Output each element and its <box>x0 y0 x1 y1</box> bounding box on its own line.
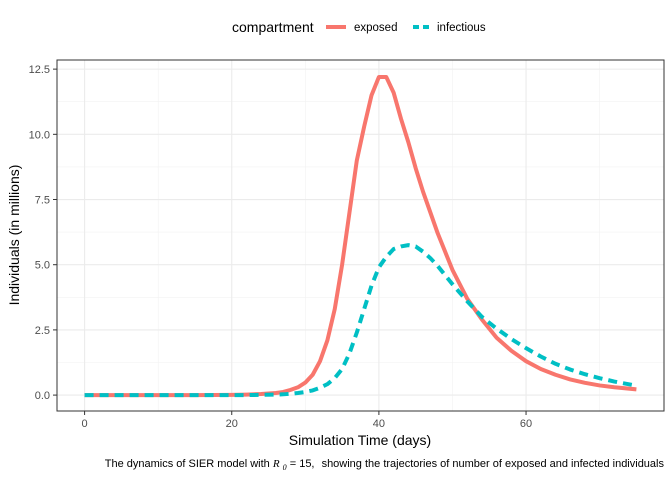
x-tick-label: 0 <box>82 418 88 430</box>
y-tick-label: 2.5 <box>35 325 50 337</box>
y-axis-title: Individuals (in millions) <box>6 165 22 306</box>
x-axis: 0 20 40 60 <box>82 411 532 430</box>
y-tick-label: 10.0 <box>29 129 50 141</box>
panel-border <box>56 59 665 412</box>
legend-label-exposed: exposed <box>354 22 397 34</box>
series-layer <box>84 74 637 398</box>
legend-label-infectious: infectious <box>437 22 486 34</box>
x-tick-label: 20 <box>226 418 238 430</box>
series-line-exposed <box>84 74 637 398</box>
series-line-infectious <box>84 243 637 398</box>
caption-prefix: The dynamics of SIER model with <box>105 458 273 470</box>
caption-r-symbol: R <box>272 458 280 470</box>
y-tick-label: 0.0 <box>35 390 50 402</box>
y-tick-label: 12.5 <box>29 64 50 76</box>
grid-minor <box>57 60 664 411</box>
y-axis: 0.0 2.5 5.0 7.5 10.0 12.5 <box>29 64 57 402</box>
x-tick-label: 40 <box>373 418 385 430</box>
caption: The dynamics of SIER model with R 0 = 15… <box>105 458 665 473</box>
x-tick-label: 60 <box>520 418 532 430</box>
caption-r-value: = 15, <box>290 458 315 470</box>
caption-suffix: showing the trajectories of number of ex… <box>322 458 665 470</box>
y-tick-label: 5.0 <box>35 260 50 272</box>
y-tick-label: 7.5 <box>35 195 50 207</box>
legend: compartment exposed infectious <box>232 19 486 35</box>
x-axis-title: Simulation Time (days) <box>289 432 431 448</box>
grid-major <box>57 60 664 411</box>
plot-panel <box>56 59 665 412</box>
caption-r-subscript: 0 <box>283 463 287 472</box>
legend-title: compartment <box>232 19 314 35</box>
